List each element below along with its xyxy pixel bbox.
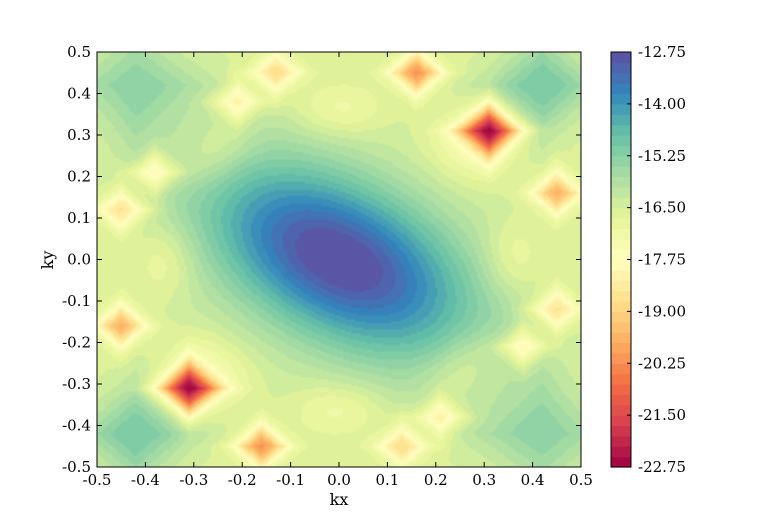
y-tick-label: -0.5 bbox=[62, 458, 91, 476]
y-tick-label: 0.3 bbox=[67, 126, 91, 144]
colorbar-level bbox=[611, 135, 631, 146]
colorbar-level bbox=[611, 72, 631, 84]
colorbar-level bbox=[611, 352, 631, 364]
colorbar-level bbox=[611, 456, 631, 468]
colorbar-level bbox=[611, 83, 631, 95]
colorbar-level bbox=[611, 103, 631, 115]
x-tick-label: -0.4 bbox=[131, 471, 160, 489]
y-tick-label: -0.1 bbox=[62, 292, 91, 310]
contour-field bbox=[97, 52, 581, 467]
colorbar-level bbox=[611, 301, 631, 312]
colorbar-level bbox=[611, 404, 631, 416]
colorbar-level bbox=[611, 363, 631, 375]
plot-area bbox=[96, 51, 582, 468]
colorbar-level bbox=[611, 197, 631, 209]
colorbar-level bbox=[611, 114, 631, 126]
colorbar-level bbox=[611, 280, 631, 292]
colorbar-level bbox=[611, 446, 631, 458]
colorbar-level bbox=[611, 52, 631, 63]
y-tick-label: -0.2 bbox=[62, 334, 91, 352]
colorbar-level bbox=[611, 290, 631, 302]
colorbar-level bbox=[611, 62, 631, 74]
colorbar-tick-label: -19.00 bbox=[638, 302, 686, 320]
colorbar-level bbox=[611, 332, 631, 344]
colorbar-tick-label: -17.75 bbox=[638, 251, 686, 269]
x-axis: -0.5 -0.4 -0.3 -0.2 -0.1 0.0 0.1 0.2 0.3 0.4 0.5 bbox=[83, 52, 593, 489]
x-tick-label: -0.2 bbox=[228, 471, 257, 489]
colorbar-level bbox=[611, 155, 631, 167]
x-tick-label: 0.2 bbox=[424, 471, 448, 489]
x-tick-label: 0.5 bbox=[569, 471, 593, 489]
colorbar-level bbox=[611, 269, 631, 281]
colorbar: -12.75 -14.00 -15.25 -16.50 -17.75 -19.00 -20.… bbox=[610, 43, 686, 476]
colorbar-tick-label: -20.25 bbox=[638, 354, 686, 372]
y-tick-label: 0.4 bbox=[67, 85, 91, 103]
colorbar-level bbox=[611, 394, 631, 406]
x-axis-label: kx bbox=[330, 490, 349, 509]
y-tick-label: 0.1 bbox=[67, 209, 91, 227]
x-tick-label: 0.0 bbox=[327, 471, 351, 489]
colorbar-level bbox=[611, 259, 631, 271]
colorbar-tick-label: -21.50 bbox=[638, 406, 686, 424]
colorbar-level bbox=[611, 145, 631, 157]
colorbar-level bbox=[611, 435, 631, 447]
y-tick-label: 0.2 bbox=[67, 168, 91, 186]
colorbar-tick-label: -22.75 bbox=[638, 458, 686, 476]
y-tick-label: 0.0 bbox=[67, 251, 91, 269]
y-tick-label: 0.5 bbox=[67, 43, 91, 61]
y-axis-label: ky bbox=[38, 251, 57, 270]
colorbar-level bbox=[611, 342, 631, 354]
colorbar-level bbox=[611, 249, 631, 261]
colorbar-level bbox=[611, 238, 631, 250]
y-tick-label: -0.4 bbox=[62, 417, 91, 435]
colorbar-level bbox=[611, 93, 631, 105]
colorbar-level bbox=[611, 166, 631, 178]
x-tick-label: -0.3 bbox=[179, 471, 208, 489]
colorbar-level bbox=[611, 425, 631, 437]
colorbar-tick-label: -16.50 bbox=[638, 199, 686, 217]
x-tick-label: 0.3 bbox=[472, 471, 496, 489]
colorbar-level bbox=[611, 321, 631, 333]
colorbar-level bbox=[611, 176, 631, 188]
colorbar-level bbox=[611, 186, 631, 198]
colorbar-tick-label: -14.00 bbox=[638, 95, 686, 113]
colorbar-tick-label: -15.25 bbox=[638, 147, 686, 165]
colorbar-level bbox=[611, 384, 631, 395]
x-tick-label: 0.1 bbox=[375, 471, 399, 489]
colorbar-level bbox=[611, 415, 631, 427]
colorbar-level bbox=[611, 207, 631, 219]
colorbar-tick-label: -12.75 bbox=[638, 43, 686, 61]
colorbar-level bbox=[611, 311, 631, 323]
x-tick-label: -0.5 bbox=[83, 471, 112, 489]
colorbar-level bbox=[611, 373, 631, 385]
y-tick-label: -0.3 bbox=[62, 375, 91, 393]
y-axis: -0.5 -0.4 -0.3 -0.2 -0.1 0.0 0.1 0.2 0.3 0.4 0.5 bbox=[62, 43, 581, 476]
colorbar-level bbox=[611, 228, 631, 240]
colorbar-level bbox=[611, 218, 631, 229]
colorbar-level bbox=[611, 124, 631, 136]
x-tick-label: 0.4 bbox=[521, 471, 545, 489]
x-tick-label: -0.1 bbox=[276, 471, 305, 489]
